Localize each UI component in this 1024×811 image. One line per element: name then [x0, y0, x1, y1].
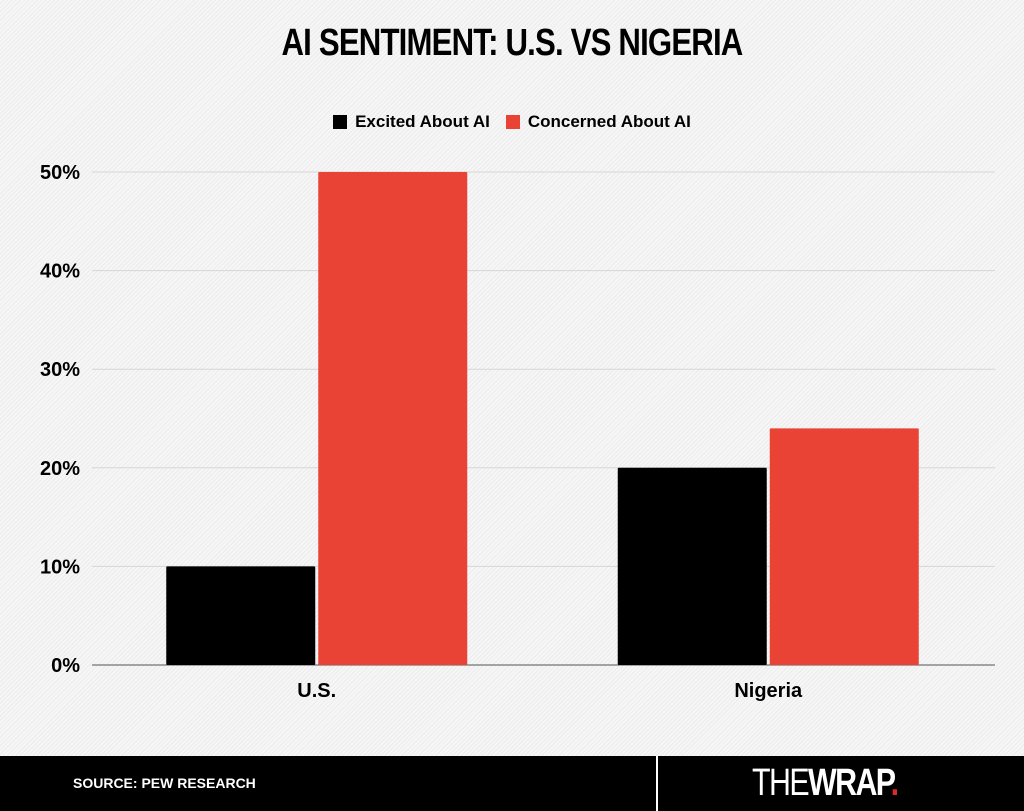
legend: Excited About AI Concerned About AI — [0, 112, 1024, 132]
x-tick-label: U.S. — [297, 680, 336, 702]
y-tick-label: 50% — [40, 162, 80, 184]
bar-concerned — [769, 428, 919, 665]
chart-plot: 0% 10% 20% 30% 40% 50% U.S. Nigeria — [40, 162, 995, 702]
chart-title: AI SENTIMENT: U.S. VS NIGERIA — [281, 22, 744, 64]
footer-divider — [656, 756, 658, 811]
bar-excited — [617, 467, 767, 665]
y-tick-label: 0% — [51, 655, 80, 677]
y-tick-label: 40% — [40, 261, 80, 283]
legend-item-concerned: Concerned About AI — [505, 112, 691, 132]
bar-concerned — [318, 172, 468, 665]
legend-label: Concerned About AI — [527, 112, 691, 131]
legend-swatch — [505, 115, 520, 129]
y-tick-label: 20% — [40, 458, 80, 480]
legend-label: Excited About AI — [355, 112, 490, 131]
bar-excited — [166, 566, 316, 665]
x-tick-label: Nigeria — [734, 680, 803, 702]
y-tick-label: 10% — [40, 556, 80, 578]
footer: SOURCE: PEW RESEARCH THEWRAP. — [0, 756, 1024, 811]
y-tick-label: 30% — [40, 359, 80, 381]
source-text: SOURCE: PEW RESEARCH — [73, 775, 256, 791]
thewrap-logo: THEWRAP. — [752, 762, 899, 804]
legend-swatch — [333, 115, 348, 129]
legend-item-excited: Excited About AI — [333, 112, 490, 132]
